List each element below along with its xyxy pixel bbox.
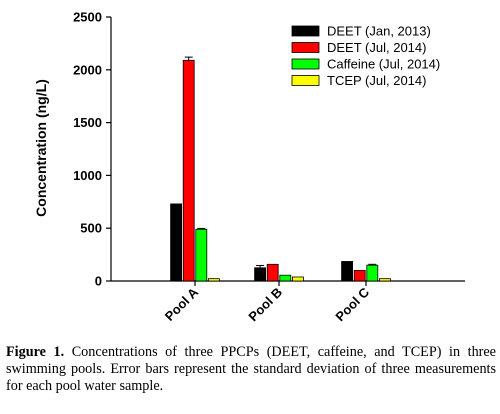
y-tick-label: 500 — [80, 221, 102, 236]
bar — [279, 274, 292, 282]
y-tick-label: 2000 — [73, 62, 102, 77]
caption-text: Concentrations of three PPCPs (DEET, caf… — [6, 344, 496, 394]
y-axis-label: Concentration (ng/L) — [33, 79, 49, 217]
bar — [291, 276, 304, 282]
legend-label: DEET (Jan, 2013) — [327, 24, 431, 39]
legend-label: TCEP (Jul, 2014) — [327, 73, 426, 88]
figure-label: Figure 1. — [6, 344, 65, 360]
bar-chart: 0 500 1000 1500 2000 2500 Pool A Pool B Pool C C… — [33, 10, 465, 325]
bar — [195, 228, 208, 282]
bar — [170, 203, 183, 282]
bar — [207, 278, 220, 282]
legend-label: Caffeine (Jul, 2014) — [327, 57, 440, 72]
bar — [378, 278, 391, 282]
x-tick-label: Pool A — [162, 284, 202, 324]
legend: DEET (Jan, 2013)DEET (Jul, 2014) Caffeine… — [291, 24, 440, 88]
bar — [254, 267, 267, 282]
x-tick-label: Pool B — [245, 285, 285, 325]
bar — [182, 59, 195, 282]
legend-swatch — [291, 42, 320, 53]
bar — [341, 261, 354, 282]
y-tick-label: 1500 — [73, 115, 102, 130]
legend-swatch — [291, 75, 320, 86]
y-tick-label: 2500 — [73, 10, 102, 25]
x-tick-label: Pool C — [332, 284, 372, 324]
legend-swatch — [291, 25, 320, 37]
y-tick-label: 0 — [95, 274, 102, 289]
legend-label: DEET (Jul, 2014) — [327, 40, 426, 55]
y-tick-label: 1000 — [73, 168, 102, 183]
bar — [366, 264, 379, 282]
legend-swatch — [291, 58, 320, 70]
figure-caption: Figure 1. Concentrations of three PPCPs … — [6, 344, 496, 395]
bar — [353, 270, 366, 282]
bar — [266, 263, 279, 282]
